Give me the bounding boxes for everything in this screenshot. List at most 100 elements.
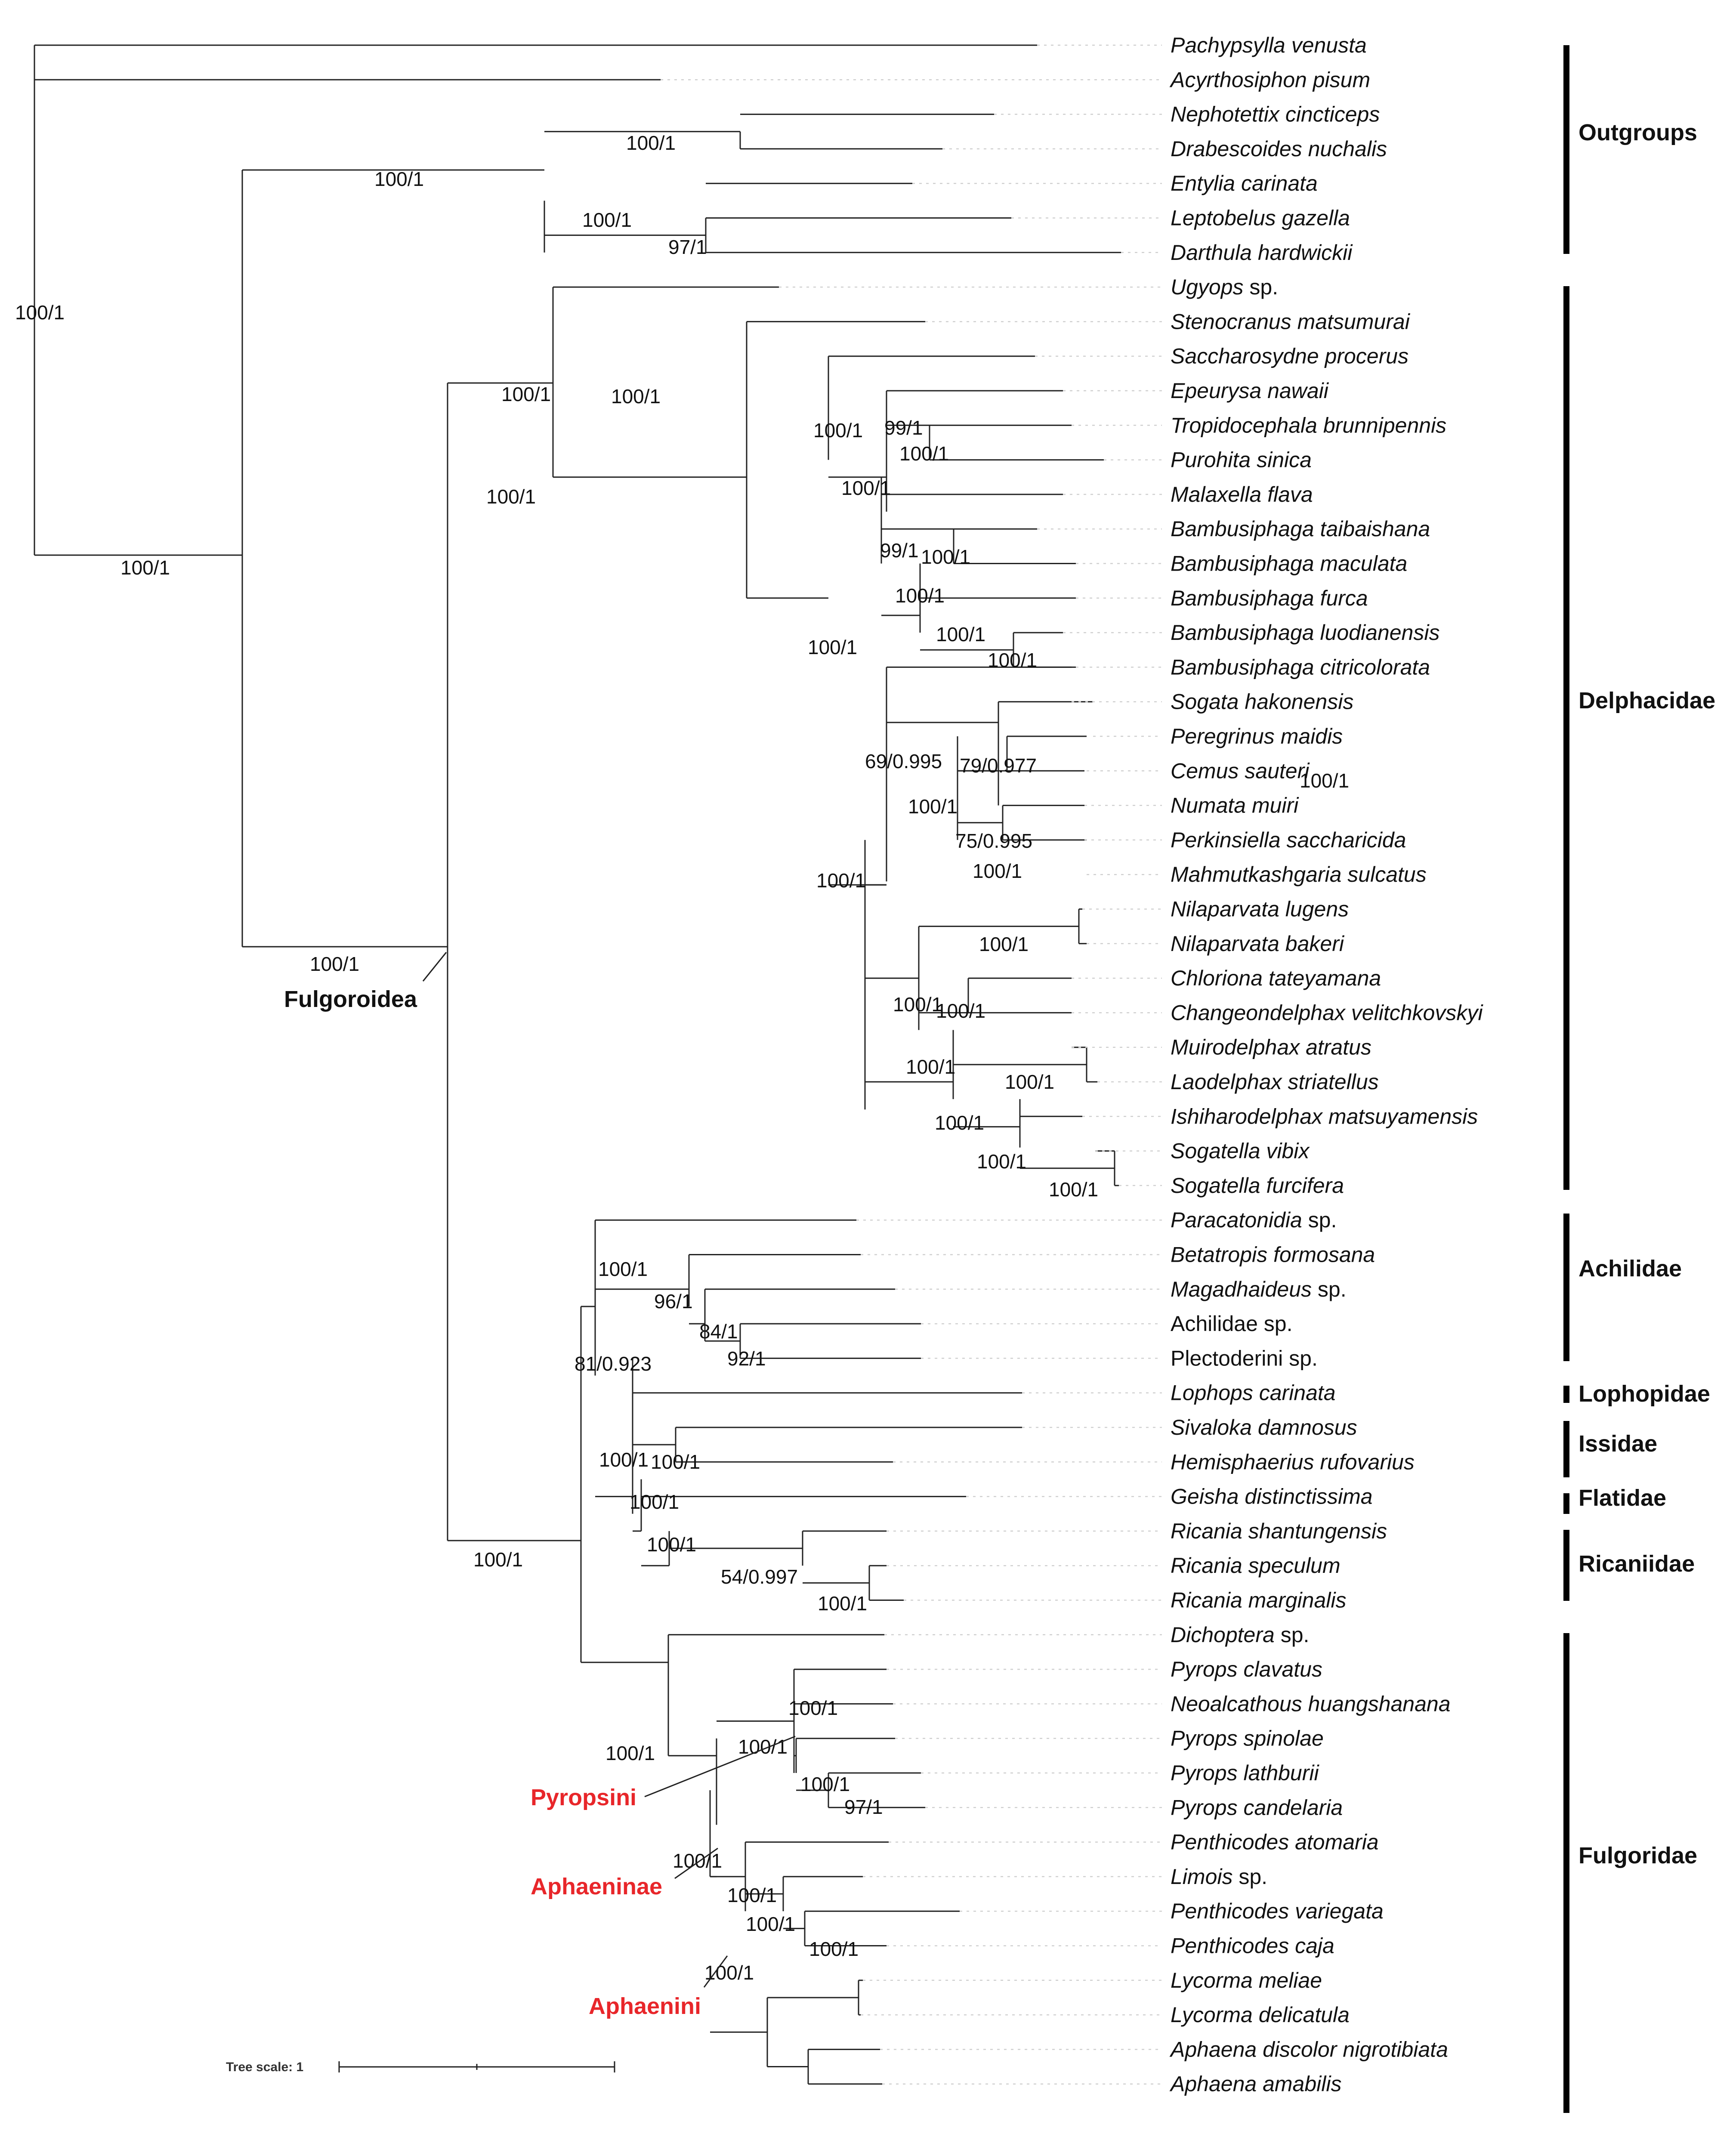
taxon-label: Plectoderini sp. (1171, 1346, 1318, 1370)
taxon-label: Laodelphax striatellus (1171, 1070, 1379, 1094)
support-value: 100/1 (15, 301, 65, 324)
taxon-label: Lycorma delicatula (1171, 2003, 1350, 2027)
taxon-label: Sogatella furcifera (1171, 1174, 1344, 1198)
taxon-label: Bambusiphaga taibaishana (1171, 517, 1430, 541)
taxon-label: Stenocranus matsumurai (1171, 309, 1411, 334)
aphaenini-pointer (703, 1955, 728, 1988)
support-value: 100/1 (988, 649, 1037, 671)
taxon-label: Leptobelus gazella (1171, 206, 1350, 230)
support-value: 100/1 (374, 168, 424, 190)
taxon-label: Malaxella flava (1171, 482, 1313, 506)
support-value: 100/1 (630, 1491, 679, 1513)
taxon-label: Bambusiphaga furca (1171, 586, 1368, 610)
taxon-label: Purohita sinica (1171, 448, 1312, 472)
taxon-labels: Pachypsylla venusta Acyrthosiphon pisum Ne… (1169, 33, 1483, 2096)
support-value: 100/1 (899, 442, 949, 465)
support-value: 99/1 (880, 539, 919, 562)
taxon-label: Chloriona tateyamana (1171, 966, 1381, 990)
support-value: 100/1 (582, 209, 632, 231)
group-labels: Outgroups Delphacidae Achilidae Lophopid… (1578, 120, 1715, 1868)
taxon-label: Tropidocephala brunnipennis (1171, 413, 1446, 437)
support-value: 100/1 (788, 1697, 838, 1719)
taxon-label: Geisha distinctissima (1171, 1485, 1373, 1509)
group-label-achilidae: Achilidae (1578, 1256, 1682, 1282)
taxon-label: Sogata hakonensis (1171, 690, 1353, 714)
support-value: 100/1 (895, 584, 945, 607)
taxon-label: Paracatonidia sp. (1171, 1208, 1337, 1232)
support-value: 100/1 (120, 556, 170, 579)
taxon-label: Nilaparvata bakeri (1171, 932, 1345, 956)
taxon-label: Pyrops clavatus (1171, 1657, 1322, 1681)
support-value: 100/1 (1300, 769, 1349, 792)
tree-scale: Tree scale: 1 (226, 2060, 615, 2074)
taxon-label: Ricania shantungensis (1171, 1519, 1387, 1543)
taxon-label: Saccharosydne procerus (1171, 344, 1409, 368)
taxon-label: Cemus sauteri (1171, 759, 1310, 783)
taxon-label: Bambusiphaga maculata (1171, 552, 1407, 576)
support-value: 97/1 (844, 1796, 883, 1818)
support-value: 100/1 (979, 933, 1029, 955)
support-value: 100/1 (921, 546, 970, 568)
taxon-label: Drabescoides nuchalis (1171, 137, 1387, 161)
taxon-label: Pyrops spinolae (1171, 1726, 1324, 1751)
taxon-label: Magadhaideus sp. (1171, 1277, 1347, 1301)
taxon-label: Ricania speculum (1171, 1553, 1341, 1578)
support-value: 100/1 (808, 636, 857, 658)
support-value: 100/1 (647, 1533, 696, 1556)
support-value: 100/1 (809, 1938, 859, 1960)
branch-lines (34, 44, 1121, 2085)
support-value: 100/1 (936, 1000, 985, 1022)
taxon-label: Ishiharodelphax matsuyamensis (1171, 1104, 1478, 1128)
taxon-label: Mahmutkashgaria sulcatus (1171, 862, 1427, 886)
support-value: 100/1 (599, 1448, 649, 1471)
taxon-label: Nilaparvata lugens (1171, 897, 1349, 921)
support-value: 81/0.923 (575, 1353, 652, 1375)
support-value: 100/1 (598, 1258, 648, 1280)
group-label-lophopidae: Lophopidae (1578, 1381, 1710, 1407)
clade-label-pyropsini: Pyropsini (531, 1785, 636, 1810)
support-value: 100/1 (818, 1592, 867, 1615)
fulgoroidea-pointer (422, 952, 447, 982)
group-label-flatidae: Flatidae (1578, 1485, 1666, 1511)
support-value: 100/1 (800, 1773, 850, 1795)
taxon-label: Neoalcathous huangshanana (1171, 1692, 1451, 1716)
support-value: 100/1 (1049, 1178, 1098, 1201)
group-label-issidae: Issidae (1578, 1431, 1657, 1457)
taxon-label: Penthicodes variegata (1171, 1899, 1384, 1923)
support-value: 54/0.997 (721, 1566, 798, 1588)
support-value: 100/1 (841, 477, 891, 499)
taxon-label: Epeurysa nawaii (1171, 379, 1329, 403)
dotted-leader-lines (661, 44, 1162, 2085)
taxon-label: Lophops carinata (1171, 1381, 1336, 1405)
pyropsini-pointer (644, 1736, 796, 1797)
clade-annotations: Fulgoroidea Pyropsini Aphaeninae Aphaeni… (284, 952, 796, 2019)
support-labels: 100/1100/1100/1100/1100/197/1100/1100/11… (15, 132, 1349, 1984)
support-value: 100/1 (704, 1961, 754, 1984)
support-value: 100/1 (893, 993, 942, 1016)
taxon-label: Acyrthosiphon pisum (1169, 68, 1370, 92)
taxon-label: Penthicodes caja (1171, 1934, 1334, 1958)
taxon-label: Ugyops sp. (1171, 275, 1278, 299)
tree-scale-label: Tree scale: 1 (226, 2060, 303, 2074)
clade-label-aphaeninae: Aphaeninae (531, 1874, 662, 1899)
taxon-label: Numata muiri (1171, 794, 1299, 818)
support-value: 100/1 (908, 795, 958, 818)
support-value: 92/1 (727, 1347, 766, 1370)
support-value: 100/1 (486, 485, 536, 508)
support-value: 100/1 (816, 869, 866, 892)
clade-label-fulgoroidea: Fulgoroidea (284, 986, 417, 1012)
support-value: 100/1 (906, 1056, 955, 1078)
support-value: 100/1 (936, 623, 985, 645)
taxon-label: Penthicodes atomaria (1171, 1830, 1379, 1854)
taxon-label: Muirodelphax atratus (1171, 1035, 1372, 1059)
taxon-label: Changeondelphax velitchkovskyi (1171, 1001, 1483, 1025)
support-value: 97/1 (668, 236, 707, 258)
support-value: 100/1 (473, 1548, 523, 1571)
taxon-label: Sogatella vibix (1171, 1139, 1310, 1163)
taxon-label: Sivaloka damnosus (1171, 1415, 1357, 1439)
support-value: 100/1 (611, 385, 661, 408)
taxon-label: Ricania marginalis (1171, 1588, 1347, 1612)
support-value: 100/1 (746, 1913, 795, 1935)
taxon-label: Limois sp. (1171, 1865, 1267, 1889)
